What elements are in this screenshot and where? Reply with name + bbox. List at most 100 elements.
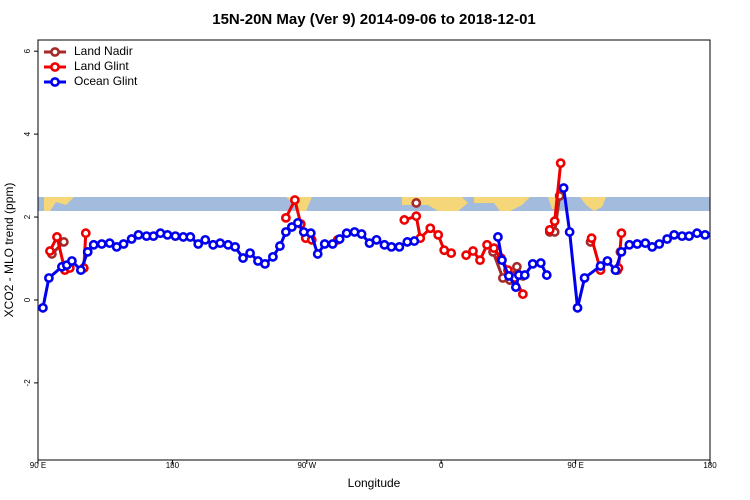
- data-point: [512, 261, 522, 272]
- data-point: [549, 216, 560, 227]
- data-point: [579, 273, 590, 283]
- data-point: [394, 241, 405, 252]
- legend-label: Land Glint: [74, 59, 129, 73]
- data-point: [425, 223, 436, 234]
- series-line: [48, 162, 623, 295]
- data-point: [461, 250, 472, 261]
- data-point: [268, 251, 278, 262]
- data-point: [327, 239, 338, 249]
- data-point: [519, 270, 530, 280]
- data-point: [632, 239, 643, 249]
- data-point: [541, 270, 552, 280]
- data-point: [684, 231, 694, 242]
- data-point: [399, 215, 410, 225]
- data-point: [662, 234, 673, 244]
- data-point: [356, 229, 367, 239]
- data-point: [602, 256, 613, 266]
- data-point: [104, 238, 115, 249]
- data-point: [66, 256, 77, 266]
- legend-label: Land Nadir: [74, 44, 133, 58]
- data-point: [510, 282, 521, 293]
- data-point: [595, 261, 606, 271]
- data-point: [280, 227, 291, 237]
- x-tick-label: 0: [439, 461, 444, 470]
- data-point: [535, 258, 546, 268]
- legend-label: Ocean Glint: [74, 74, 138, 88]
- data-point: [616, 246, 627, 257]
- data-point: [700, 229, 710, 240]
- data-point: [88, 239, 99, 250]
- data-point: [564, 227, 575, 237]
- data-point: [493, 232, 503, 242]
- data-point: [468, 246, 478, 256]
- data-point: [555, 158, 566, 169]
- data-point: [446, 248, 457, 259]
- data-point: [275, 241, 285, 251]
- legend-marker: [50, 62, 60, 72]
- plot-frame: [37, 39, 711, 461]
- data-point: [312, 249, 323, 259]
- data-point: [386, 241, 397, 252]
- data-point: [292, 217, 303, 228]
- data-point: [126, 234, 137, 244]
- data-point: [610, 265, 621, 276]
- data-point: [193, 239, 204, 249]
- chart-title: 15N-20N May (Ver 9) 2014-09-06 to 2018-1…: [212, 11, 536, 28]
- data-point: [489, 243, 499, 254]
- data-point: [616, 228, 627, 239]
- data-point: [341, 228, 352, 239]
- data-point: [215, 238, 226, 249]
- data-point: [517, 289, 528, 300]
- y-tick-label: 4: [23, 131, 32, 136]
- data-point: [305, 228, 316, 239]
- data-point: [527, 258, 538, 269]
- data-point: [185, 232, 196, 242]
- data-point: [52, 232, 62, 242]
- legend-marker: [50, 47, 60, 57]
- data-point: [82, 246, 93, 257]
- data-point: [640, 238, 651, 249]
- data-point: [80, 228, 91, 239]
- data-point: [260, 258, 270, 269]
- data-point: [654, 239, 665, 249]
- data-point: [230, 241, 241, 252]
- x-tick-label: 180: [703, 461, 717, 470]
- x-tick-label: 90 E: [567, 461, 583, 470]
- data-point: [669, 229, 680, 240]
- data-point: [133, 229, 144, 240]
- x-tick-label: 90 W: [297, 461, 316, 470]
- data-point: [38, 302, 48, 313]
- data-point: [170, 231, 181, 242]
- y-tick-label: 0: [23, 297, 32, 302]
- data-point: [409, 236, 420, 246]
- data-point: [475, 255, 485, 266]
- data-point: [544, 224, 555, 235]
- data-point: [586, 233, 597, 244]
- y-tick-label: 6: [23, 48, 32, 53]
- data-point: [624, 239, 635, 250]
- data-point: [497, 255, 507, 266]
- data-point: [334, 234, 345, 244]
- data-point: [433, 229, 444, 240]
- data-point: [692, 228, 702, 239]
- data-point: [280, 212, 291, 223]
- data-point: [245, 248, 255, 259]
- data-point: [289, 195, 300, 205]
- data-point: [319, 239, 330, 249]
- data-point: [411, 211, 422, 222]
- data-point: [75, 265, 86, 276]
- data-point: [558, 183, 569, 193]
- data-point: [371, 234, 382, 245]
- x-tick-label: 180: [166, 461, 180, 470]
- legend-marker: [50, 77, 60, 87]
- y-axis-label: XCO2 - MLO trend (ppm): [2, 183, 16, 318]
- data-point: [58, 237, 69, 247]
- x-tick-label: 90 E: [30, 461, 46, 470]
- data-point: [45, 246, 55, 256]
- map-strip: [38, 197, 710, 211]
- y-tick-label: -2: [23, 379, 32, 387]
- data-point: [572, 302, 583, 313]
- data-point: [503, 271, 514, 281]
- y-tick-label: 2: [23, 214, 32, 219]
